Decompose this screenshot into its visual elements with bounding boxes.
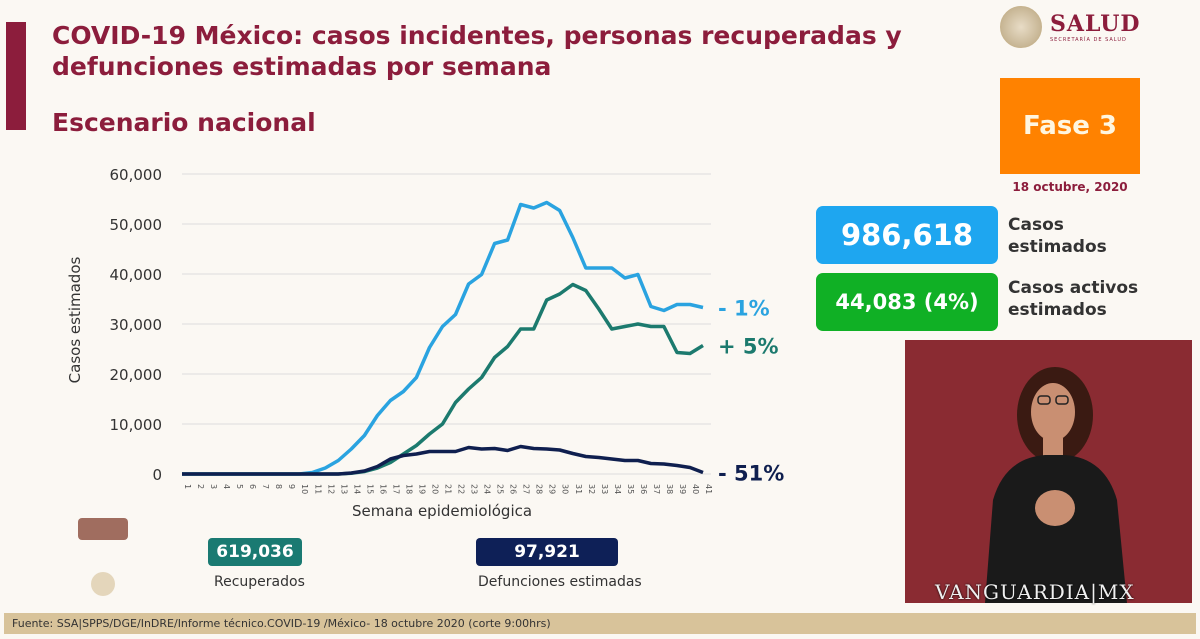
report-date: 18 octubre, 2020 — [1012, 180, 1128, 194]
x-tick-label: 13 — [339, 484, 348, 494]
x-tick-label: 33 — [600, 484, 609, 494]
label-line: estimados — [1008, 237, 1107, 257]
chart-lines — [182, 200, 704, 476]
x-tick-label: 35 — [626, 484, 635, 494]
series-change-labels: - 1% + 5% - 51% — [718, 297, 784, 486]
x-axis-label: Semana epidemiológica — [352, 502, 532, 520]
x-tick-label: 16 — [378, 484, 387, 494]
mexico-seal-icon — [1000, 6, 1042, 48]
x-tick-label: 11 — [313, 484, 322, 494]
x-tick-label: 41 — [704, 484, 713, 494]
logo-subtext: SECRETARÍA DE SALUD — [1050, 37, 1127, 43]
casos-estimados-label: Casos estimados — [1008, 214, 1107, 258]
x-tick-label: 9 — [287, 484, 296, 489]
y-axis-label: Casos estimados — [66, 256, 84, 383]
phase-badge: Fase 3 — [1000, 78, 1140, 174]
x-tick-label: 34 — [613, 484, 622, 494]
y-tick-label: 0 — [152, 466, 162, 484]
x-tick-label: 26 — [509, 484, 518, 494]
x-tick-label: 23 — [470, 484, 479, 494]
x-tick-label: 10 — [300, 484, 309, 494]
x-tick-label: 3 — [209, 484, 218, 489]
interpreter-figure — [985, 367, 1127, 603]
change-label-0: - 1% — [718, 297, 770, 321]
label-line: Casos — [1008, 215, 1064, 235]
x-tick-label: 31 — [574, 484, 583, 494]
x-tick-label: 1 — [183, 484, 192, 489]
casos-activos-label: Casos activos estimados — [1008, 277, 1138, 321]
x-tick-label: 40 — [691, 484, 700, 494]
x-tick-label: 14 — [352, 484, 361, 494]
x-tick-label: 36 — [639, 484, 648, 494]
y-tick-label: 50,000 — [110, 216, 163, 234]
casos-estimados-value: 986,618 — [816, 206, 998, 264]
casos-activos-value: 44,083 (4%) — [816, 273, 998, 331]
source-footer: Fuente: SSA|SPPS/DGE/InDRE/Informe técni… — [4, 613, 1196, 634]
x-tick-label: 12 — [326, 484, 335, 494]
series-line-2 — [182, 444, 704, 476]
x-tick-label: 27 — [522, 484, 531, 494]
y-tick-label: 60,000 — [110, 166, 163, 184]
y-tick-label: 40,000 — [110, 266, 163, 284]
x-tick-label: 28 — [535, 484, 544, 494]
x-tick-label: 4 — [222, 484, 231, 489]
x-tick-label: 30 — [561, 484, 570, 494]
x-tick-label: 32 — [587, 484, 596, 494]
recuperados-label: Recuperados — [214, 574, 305, 590]
defunciones-label: Defunciones estimadas — [478, 574, 642, 590]
x-tick-label: 2 — [196, 484, 205, 489]
x-tick-label: 7 — [261, 484, 270, 489]
x-tick-label: 39 — [678, 484, 687, 494]
x-tick-label: 37 — [652, 484, 661, 494]
y-tick-label: 20,000 — [110, 366, 163, 384]
x-tick-label: 21 — [444, 484, 453, 494]
x-tick-label: 20 — [430, 484, 439, 494]
x-tick-label: 22 — [457, 484, 466, 494]
x-tick-label: 5 — [235, 484, 244, 489]
page-subtitle: Escenario nacional — [52, 108, 316, 137]
series-line-0 — [182, 200, 704, 476]
y-tick-label: 10,000 — [110, 416, 163, 434]
x-tick-label: 15 — [365, 484, 374, 494]
label-line: Casos activos — [1008, 278, 1139, 298]
sign-language-interpreter-video — [905, 340, 1192, 603]
logo-text: SALUD — [1050, 11, 1141, 37]
x-tick-label: 25 — [496, 484, 505, 494]
series-line-1 — [182, 282, 704, 476]
title-accent-bar — [6, 22, 26, 130]
defunciones-total: 97,921 — [476, 538, 618, 566]
x-tick-label: 24 — [483, 484, 492, 494]
y-axis-ticks: 0 10,000 20,000 30,000 40,000 50,000 60,000 — [110, 166, 163, 484]
x-tick-label: 29 — [548, 484, 557, 494]
x-tick-label: 8 — [274, 484, 283, 489]
change-label-1: + 5% — [718, 335, 779, 359]
salud-logo: SALUD SECRETARÍA DE SALUD — [1000, 6, 1141, 48]
x-tick-label: 6 — [248, 484, 257, 489]
x-tick-label: 18 — [404, 484, 413, 494]
watermark: VANGUARDIA|MX — [935, 580, 1135, 604]
y-tick-label: 30,000 — [110, 316, 163, 334]
x-axis-ticks: 1 2 3 4 5 6 7 8 9 10 11 12 13 14 15 16 17 18 19 20 21 22 23 24 2… — [183, 484, 713, 494]
government-logo — [70, 508, 135, 598]
change-label-2: - 51% — [718, 462, 784, 486]
x-tick-label: 17 — [391, 484, 400, 494]
x-tick-label: 38 — [665, 484, 674, 494]
page-title: COVID-19 México: casos incidentes, perso… — [52, 21, 902, 81]
label-line: estimados — [1008, 300, 1107, 320]
x-tick-label: 19 — [417, 484, 426, 494]
recuperados-total: 619,036 — [208, 538, 302, 566]
